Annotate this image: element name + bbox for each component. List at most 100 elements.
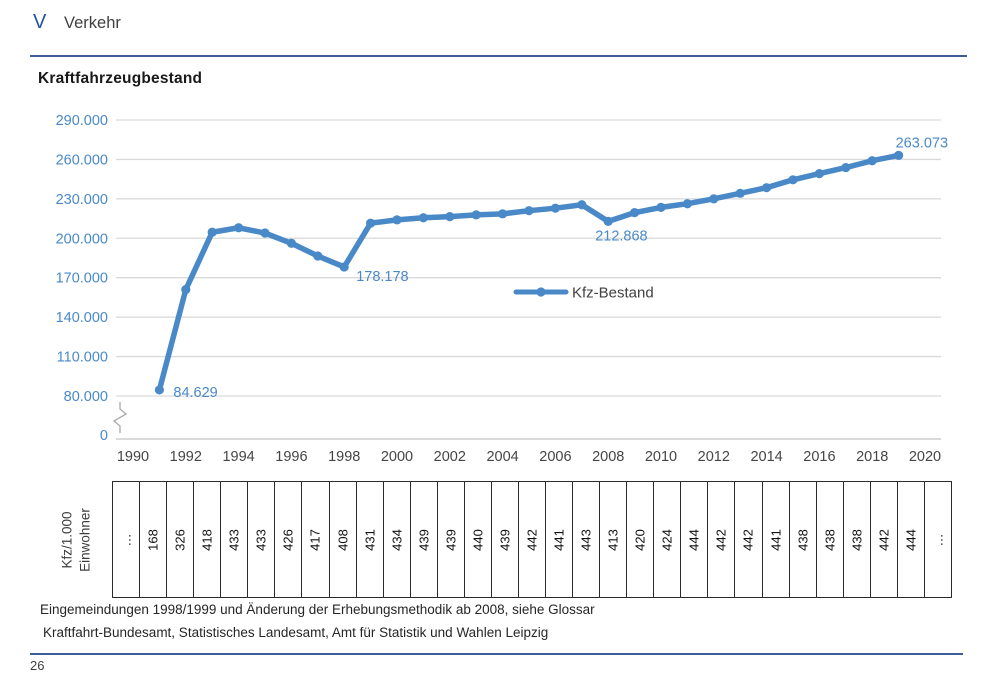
page-number: 26	[30, 658, 45, 673]
x-axis-tick-label: 1994	[222, 449, 254, 465]
data-point-marker	[471, 210, 481, 220]
header-divider	[30, 55, 967, 57]
kfz-bestand-series-line	[156, 152, 902, 393]
footer-divider	[30, 653, 963, 655]
table-cell: 413	[600, 482, 628, 597]
data-point-marker	[788, 175, 798, 185]
table-cell: 442	[735, 482, 763, 597]
table-cell: 424	[654, 482, 682, 597]
table-cell-value: 420	[632, 528, 648, 551]
table-cell-value: 433	[253, 528, 269, 551]
x-axis-tick-label: 1992	[170, 449, 202, 465]
legend-marker-icon	[536, 287, 546, 297]
footnote-text: Eingemeindungen 1998/1999 und Änderung d…	[40, 602, 595, 617]
table-cell: 441	[546, 482, 574, 597]
table-cell-value: 438	[849, 528, 865, 551]
data-point-marker	[656, 202, 666, 212]
table-cell-value: 424	[659, 528, 675, 551]
x-axis-tick-label: 1990	[117, 449, 149, 465]
table-cell: 439	[411, 482, 438, 597]
x-axis-tick-label: 2004	[486, 449, 518, 465]
x-axis-tick-label: 2016	[803, 449, 835, 465]
table-cell: 433	[248, 482, 276, 597]
data-point-marker	[603, 216, 613, 226]
table-cell-value: 413	[605, 528, 621, 551]
table-cell: 439	[492, 482, 519, 597]
table-cell-value: 442	[876, 528, 892, 551]
table-cell-value: 441	[768, 528, 784, 551]
table-cell-value: 433	[226, 528, 242, 551]
x-axis-tick-label: 2008	[592, 449, 624, 465]
table-cell: 420	[627, 482, 655, 597]
chart-title: Kraftfahrzeugbestand	[38, 70, 203, 87]
data-point-marker	[894, 150, 904, 160]
table-cell-value: 326	[172, 528, 188, 551]
table-cell: 442	[519, 482, 546, 597]
table-cell: 442	[871, 482, 898, 597]
legend-label: Kfz-Bestand	[572, 285, 654, 302]
data-point-marker	[418, 213, 428, 223]
data-point-marker	[550, 203, 561, 213]
data-point-marker	[867, 156, 877, 166]
table-cell: 442	[708, 482, 736, 597]
table-cell-value: 440	[470, 528, 486, 551]
table-cell: 441	[763, 482, 790, 597]
table-cell: 438	[844, 482, 871, 597]
data-point-marker	[392, 215, 402, 225]
data-point-marker	[524, 206, 534, 216]
data-point-marker	[630, 208, 640, 218]
y-axis-tick-label: 230.000	[56, 192, 108, 208]
table-cell-value: 431	[362, 528, 378, 551]
x-axis-tick-label: 2002	[434, 449, 466, 465]
table-cell-value: 418	[199, 528, 215, 551]
data-point-marker	[366, 218, 376, 228]
data-point-marker	[682, 199, 693, 209]
kfz-per-1000-table: … 168 326 418 433 433 426 417 408 431 434 439 439 440…	[112, 481, 952, 598]
data-point-marker	[154, 385, 164, 395]
x-axis-tick-label: 2018	[856, 449, 888, 465]
data-point-marker	[207, 227, 217, 237]
table-cell-value: 438	[822, 528, 838, 551]
x-axis-tick-label: 1996	[275, 449, 307, 465]
data-point-marker	[181, 284, 191, 295]
data-point-marker	[313, 251, 323, 261]
table-cell-value: 443	[578, 528, 594, 551]
table-cell: 168	[140, 482, 168, 597]
table-cell-value: 417	[307, 528, 323, 551]
table-cell: 439	[438, 482, 465, 597]
table-cell: 438	[790, 482, 817, 597]
table-cell-value: 168	[145, 528, 161, 551]
data-point-marker	[445, 211, 455, 222]
data-point-marker	[762, 183, 772, 193]
table-cell-value: 444	[686, 528, 702, 551]
table-cell-value: 439	[497, 528, 513, 551]
table-cell: 433	[221, 482, 249, 597]
table-cell: …	[925, 482, 951, 597]
table-cell-value: 434	[389, 528, 405, 551]
y-axis-tick-label: 170.000	[56, 271, 108, 287]
table-cell-value: 439	[416, 528, 432, 551]
x-axis-tick-label: 2012	[698, 449, 730, 465]
table-cell-value: 438	[795, 528, 811, 551]
table-cell: 443	[573, 482, 601, 597]
x-axis-tick-label: 2000	[381, 449, 413, 465]
data-point-label: 84.629	[173, 385, 217, 401]
x-axis-tick-label: 2020	[909, 449, 941, 465]
table-cell-value: 442	[713, 528, 729, 551]
data-point-marker	[814, 169, 825, 179]
section-letter: V	[33, 11, 47, 33]
data-point-marker	[735, 188, 745, 198]
data-point-marker	[339, 262, 349, 272]
data-point-marker	[577, 200, 587, 210]
y-axis-zero-label: 0	[100, 428, 108, 444]
table-cell: …	[113, 482, 141, 597]
y-axis-tick-label: 80.000	[64, 389, 108, 405]
table-cell: 440	[465, 482, 492, 597]
table-cell: 417	[302, 482, 330, 597]
table-cell-value: 408	[335, 528, 351, 551]
table-cell: 431	[357, 482, 384, 597]
y-axis-tick-label: 200.000	[56, 231, 108, 247]
table-cell-value: …	[930, 533, 946, 546]
